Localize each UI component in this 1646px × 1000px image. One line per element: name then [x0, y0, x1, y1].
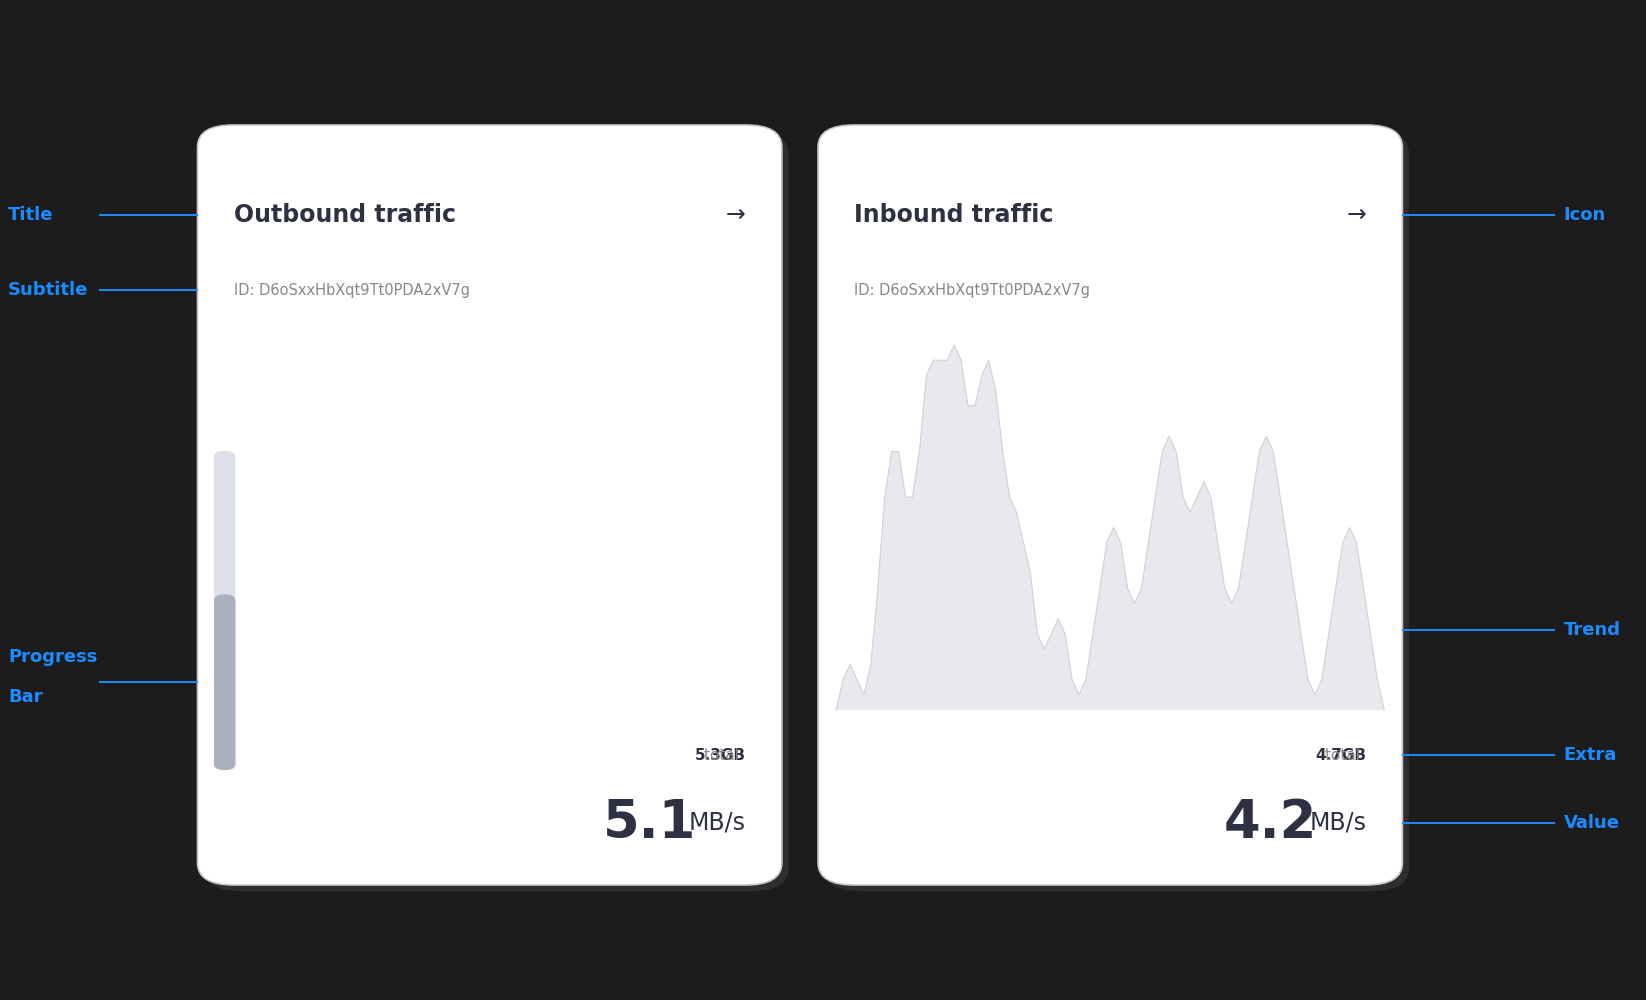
Text: Icon: Icon	[1564, 206, 1606, 224]
Text: 5.1: 5.1	[602, 797, 696, 849]
Text: Inbound traffic: Inbound traffic	[854, 203, 1053, 227]
FancyBboxPatch shape	[214, 451, 235, 770]
Text: 5.3GB: 5.3GB	[695, 748, 746, 762]
FancyBboxPatch shape	[204, 131, 788, 891]
Text: Progress: Progress	[8, 648, 97, 666]
Text: ID: D6oSxxHbXqt9Tt0PDA2xV7g: ID: D6oSxxHbXqt9Tt0PDA2xV7g	[854, 282, 1090, 298]
Text: Trend: Trend	[1564, 621, 1621, 639]
Text: →: →	[1346, 203, 1366, 227]
FancyBboxPatch shape	[214, 594, 235, 770]
Text: 4.7GB: 4.7GB	[1315, 748, 1366, 762]
Text: Bar: Bar	[8, 688, 43, 706]
Text: Value: Value	[1564, 814, 1620, 832]
Text: →: →	[726, 203, 746, 227]
Polygon shape	[836, 345, 1384, 710]
Text: 4.2: 4.2	[1223, 797, 1317, 849]
Text: Outbound traffic: Outbound traffic	[234, 203, 456, 227]
Text: total: total	[704, 748, 744, 762]
Text: MB/s: MB/s	[1309, 811, 1366, 835]
Text: total: total	[1325, 748, 1365, 762]
FancyBboxPatch shape	[825, 131, 1409, 891]
Text: MB/s: MB/s	[688, 811, 746, 835]
Text: Extra: Extra	[1564, 746, 1616, 764]
Text: Subtitle: Subtitle	[8, 281, 89, 299]
Text: ID: D6oSxxHbXqt9Tt0PDA2xV7g: ID: D6oSxxHbXqt9Tt0PDA2xV7g	[234, 282, 469, 298]
FancyBboxPatch shape	[198, 125, 782, 885]
FancyBboxPatch shape	[818, 125, 1402, 885]
Text: Title: Title	[8, 206, 54, 224]
